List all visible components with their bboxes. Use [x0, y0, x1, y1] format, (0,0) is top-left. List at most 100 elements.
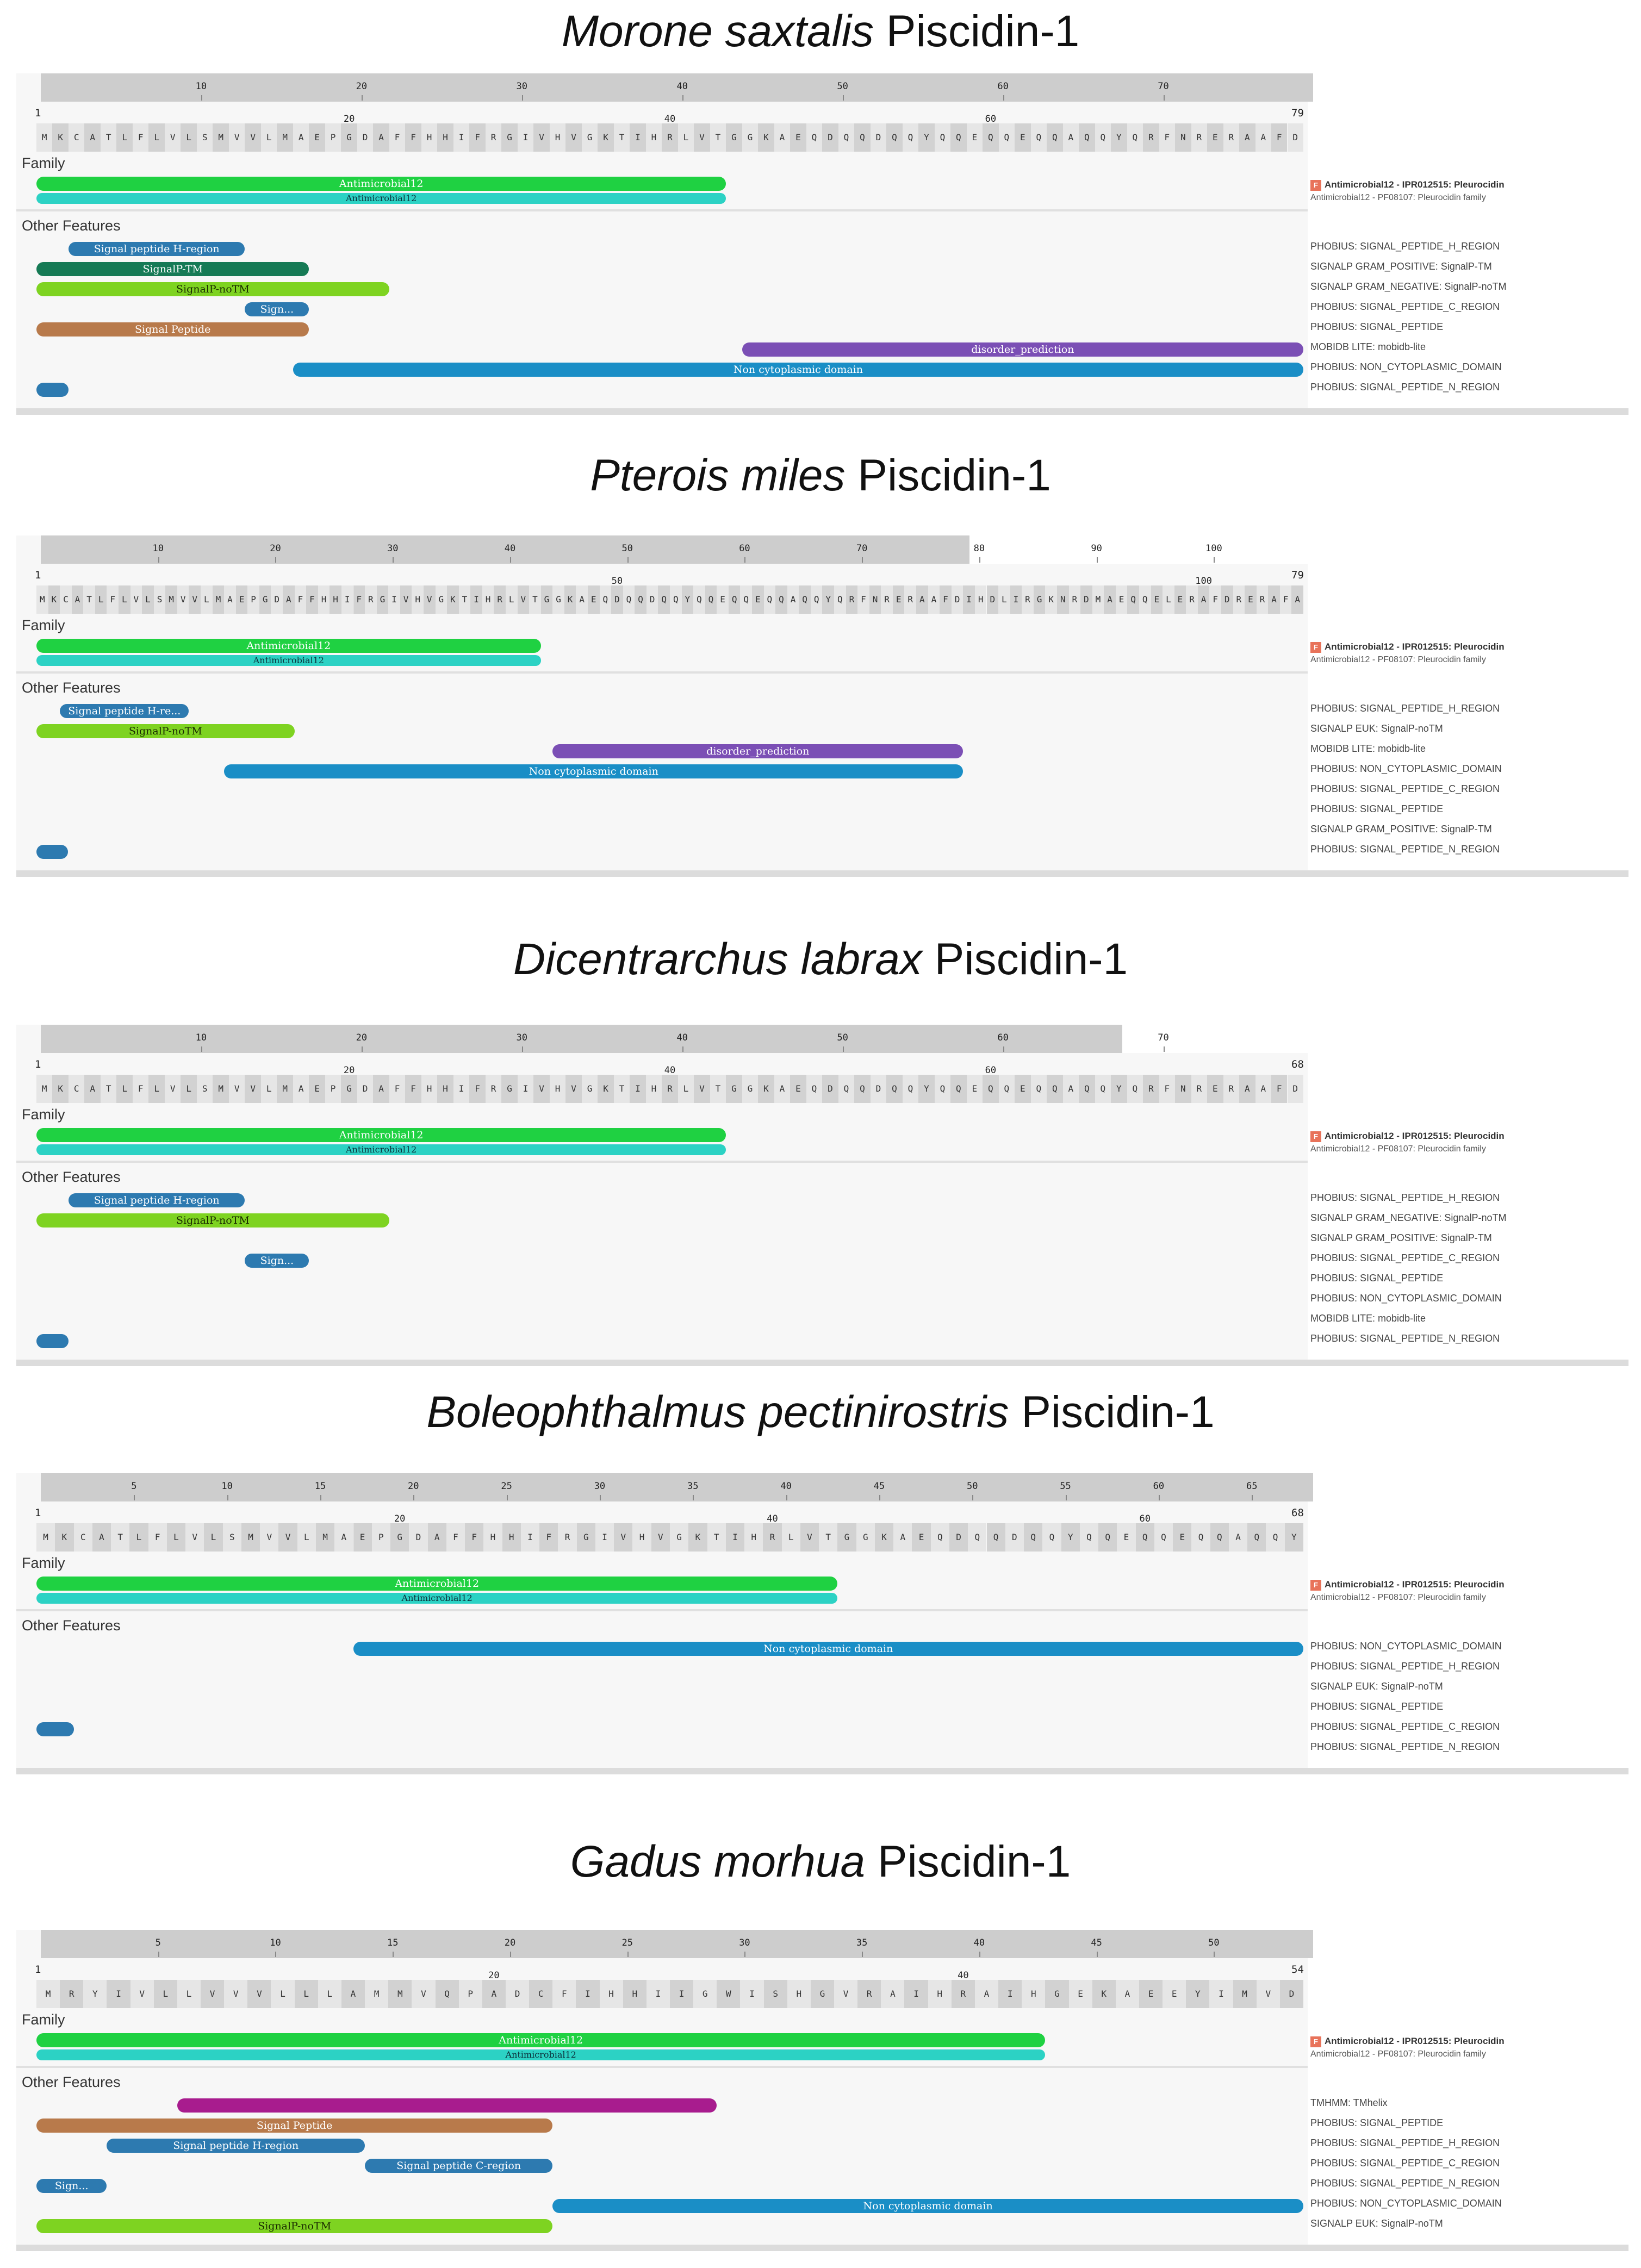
feature-bar[interactable] [36, 845, 68, 859]
feature-bar[interactable]: SignalP-TM [36, 262, 309, 276]
family-bar[interactable]: Antimicrobial12 [36, 193, 726, 204]
residue: Q [838, 123, 855, 152]
feature-bar[interactable]: Signal Peptide [36, 322, 309, 337]
residue: A [283, 585, 295, 614]
sequence-position-marker: 40 [958, 1970, 969, 1981]
residue: I [998, 1980, 1022, 2008]
position-ruler[interactable] [41, 1930, 1313, 1958]
family-bar[interactable]: Antimicrobial12 [36, 1593, 838, 1604]
feature-bar[interactable]: Sign... [245, 302, 309, 316]
feature-bar[interactable] [36, 383, 69, 397]
residue: R [558, 1523, 577, 1552]
residue: F [107, 585, 119, 614]
residue: M [36, 1980, 60, 2008]
residue: S [222, 1523, 241, 1552]
feature-bar[interactable]: Non cytoplasmic domain [224, 764, 964, 778]
family-bar[interactable]: Antimicrobial12 [36, 177, 726, 191]
residue: A [84, 1075, 101, 1103]
residue: E [1015, 1075, 1031, 1103]
residue: A [928, 585, 940, 614]
residue: D [1287, 1075, 1303, 1103]
residue: Y [918, 123, 935, 152]
family-bar[interactable]: Antimicrobial12 [36, 655, 541, 666]
ruler-tick-mark [506, 1495, 508, 1500]
protein-panel: 10 20 30 40 50 60 70 1 79 20 40 60 M K C A T L F L V L S M V V L M A… [16, 73, 1628, 416]
residue: R [1068, 585, 1081, 614]
residue: Q [1154, 1523, 1173, 1552]
residue: G [837, 1523, 856, 1552]
feature-bar[interactable]: Sign... [36, 2179, 107, 2193]
feature-bar[interactable]: SignalP-noTM [36, 724, 295, 738]
ruler-tick-mark [521, 95, 523, 101]
residue: F [1271, 1075, 1288, 1103]
residue: A [224, 585, 236, 614]
feature-legend-item: PHOBIUS: SIGNAL_PEPTIDE_H_REGION [1310, 241, 1500, 252]
residue: C [60, 585, 72, 614]
feature-bar[interactable] [177, 2098, 717, 2113]
section-divider [16, 2066, 1308, 2068]
ruler-zoom-window [969, 535, 1313, 564]
feature-bar[interactable]: Signal peptide H-region [68, 242, 245, 256]
feature-bar[interactable]: SignalP-noTM [36, 1213, 389, 1228]
position-ruler[interactable] [41, 73, 1313, 102]
feature-bar[interactable]: Signal peptide H-region [68, 1193, 245, 1207]
feature-bar[interactable] [36, 1334, 69, 1348]
residue: K [598, 123, 614, 152]
feature-bar[interactable]: Signal peptide H-region [107, 2139, 365, 2153]
feature-bar[interactable]: SignalP-noTM [36, 2219, 553, 2233]
ruler-tick-label: 50 [621, 543, 633, 554]
feature-bar[interactable] [36, 1722, 74, 1736]
feature-bar[interactable]: disorder_prediction [552, 744, 964, 758]
residue: I [388, 585, 400, 614]
family-bar[interactable]: Antimicrobial12 [36, 1577, 838, 1591]
panel-bottom-border [16, 2245, 1628, 2251]
family-bar[interactable]: Antimicrobial12 [36, 2033, 1046, 2047]
family-bar[interactable]: Antimicrobial12 [36, 1144, 726, 1155]
feature-bar[interactable]: Signal peptide H-re... [60, 704, 189, 718]
residue: K [564, 585, 576, 614]
residue: R [1223, 1075, 1240, 1103]
residue: L [177, 1980, 201, 2008]
ruler-tick-label: 70 [1158, 1032, 1169, 1043]
feature-bar[interactable]: Non cytoplasmic domain [552, 2199, 1303, 2213]
residue: H [437, 1075, 453, 1103]
residue: E [1068, 1980, 1092, 2008]
feature-legend-item: SIGNALP GRAM_POSITIVE: SignalP-TM [1310, 1232, 1492, 1243]
family-section-label: Family [22, 155, 65, 171]
feature-bar[interactable]: Non cytoplasmic domain [293, 363, 1303, 377]
residue: F [1279, 585, 1292, 614]
residue: V [517, 585, 530, 614]
feature-legend-item: PHOBIUS: SIGNAL_PEPTIDE_H_REGION [1310, 703, 1500, 714]
position-ruler[interactable] [41, 535, 1313, 564]
feature-bar[interactable]: Signal peptide C-region [365, 2159, 553, 2173]
residue: G [581, 1075, 598, 1103]
ruler-tick-mark [275, 557, 277, 563]
family-bar[interactable]: Antimicrobial12 [36, 639, 541, 653]
feature-bar[interactable]: Non cytoplasmic domain [353, 1642, 1303, 1656]
residue: D [822, 1075, 838, 1103]
ruler-tick-mark [1214, 557, 1215, 563]
position-ruler[interactable] [41, 1025, 1313, 1053]
panel-bottom-border [16, 408, 1628, 415]
feature-bar[interactable]: disorder_prediction [742, 342, 1303, 357]
residue: Q [930, 1523, 949, 1552]
residue: M [1092, 585, 1104, 614]
feature-legend-item: PHOBIUS: SIGNAL_PEPTIDE [1310, 1273, 1444, 1283]
position-ruler[interactable] [41, 1473, 1313, 1501]
ruler-tick-mark [275, 1952, 277, 1957]
feature-bar[interactable]: Sign... [245, 1254, 309, 1268]
residue: A [1255, 123, 1271, 152]
family-bar[interactable]: Antimicrobial12 [36, 1128, 726, 1142]
residue: G [552, 585, 564, 614]
feature-legend-item: PHOBIUS: NON_CYTOPLASMIC_DOMAIN [1310, 2198, 1502, 2209]
residue: Q [1042, 1523, 1061, 1552]
family-bar[interactable]: Antimicrobial12 [36, 2049, 1046, 2060]
feature-bar[interactable]: SignalP-noTM [36, 282, 389, 296]
feature-bar[interactable]: Signal Peptide [36, 2119, 553, 2133]
residue: M [365, 1980, 389, 2008]
